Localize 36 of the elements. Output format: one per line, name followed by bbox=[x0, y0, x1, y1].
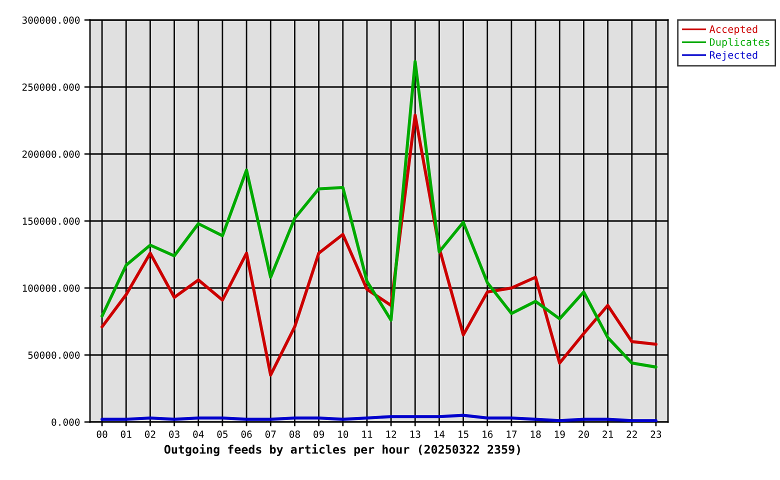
x-tick-label: 17 bbox=[506, 430, 517, 438]
x-tick-label: 15 bbox=[458, 430, 468, 438]
x-tick-label: 13 bbox=[410, 430, 420, 438]
y-tick-label: 300000.000 bbox=[22, 16, 80, 24]
y-tick-label: 100000.000 bbox=[22, 284, 80, 292]
x-tick-label: 10 bbox=[338, 430, 348, 438]
y-tick-label: 50000.000 bbox=[28, 352, 80, 359]
legend-label: Accepted bbox=[709, 25, 758, 35]
x-tick-label: 14 bbox=[434, 430, 445, 438]
legend-label: Duplicates bbox=[710, 38, 770, 48]
x-tick-label: 07 bbox=[265, 430, 276, 438]
x-tick-label: 06 bbox=[241, 430, 252, 438]
y-tick-label: 150000.000 bbox=[22, 218, 80, 225]
x-tick-label: 04 bbox=[193, 430, 204, 438]
legend-label: Rejected bbox=[710, 50, 758, 61]
x-tick-label: 12 bbox=[386, 430, 396, 438]
x-axis-title: Outgoing feeds by articles per hour (20250322 2359) bbox=[164, 444, 520, 456]
x-tick-label: 16 bbox=[482, 430, 493, 438]
x-tick-label: 23 bbox=[650, 430, 662, 438]
x-tick-label: 19 bbox=[554, 430, 565, 438]
x-tick-label: 22 bbox=[626, 430, 637, 438]
x-tick-label: 11 bbox=[362, 430, 372, 438]
x-tick-label: 03 bbox=[169, 430, 180, 438]
x-tick-label: 08 bbox=[289, 430, 300, 438]
y-tick-label: 0.000 bbox=[52, 418, 80, 426]
x-tick-label: 09 bbox=[314, 430, 324, 438]
y-tick-label: 250000.000 bbox=[22, 84, 80, 91]
x-tick-label: 05 bbox=[217, 430, 228, 438]
x-tick-label: 02 bbox=[144, 430, 156, 438]
x-tick-label: 20 bbox=[578, 430, 589, 438]
x-tick-label: 00 bbox=[96, 430, 108, 438]
y-tick-label: 200000.000 bbox=[22, 150, 80, 158]
x-tick-label: 21 bbox=[602, 430, 613, 438]
x-tick-label: 01 bbox=[120, 430, 132, 438]
line-series bbox=[100, 60, 658, 369]
x-tick-label: 18 bbox=[530, 430, 541, 438]
